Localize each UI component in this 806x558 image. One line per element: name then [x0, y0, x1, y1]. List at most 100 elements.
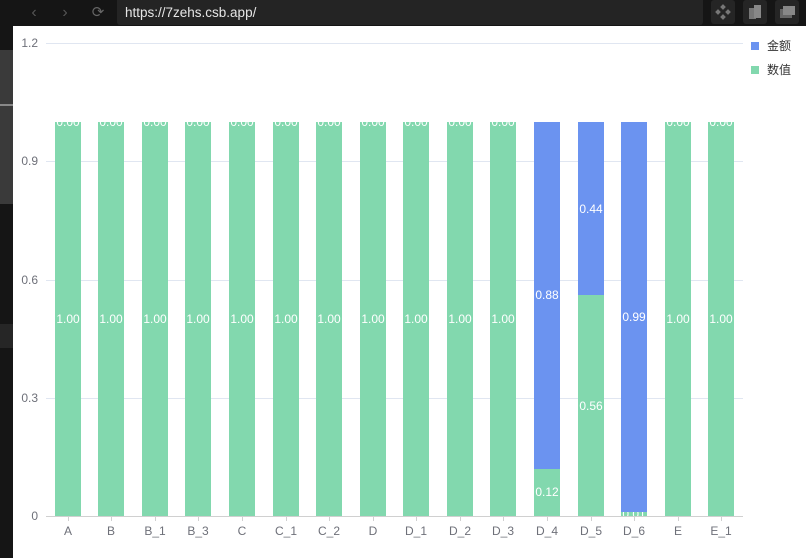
bar-segment[interactable]: [229, 121, 255, 516]
x-tick-label: B_3: [187, 524, 209, 538]
y-tick-label: 0.3: [21, 391, 38, 405]
gridline: [46, 398, 743, 399]
x-tick-mark: [286, 516, 287, 521]
x-tick-label: C_2: [317, 524, 340, 538]
x-tick-label: C: [237, 524, 247, 538]
url-text[interactable]: https://7zehs.csb.app/: [125, 5, 257, 20]
bar-value-label: 1.00: [317, 312, 341, 326]
bar-segment[interactable]: [621, 121, 647, 513]
bar-segment[interactable]: [578, 121, 604, 296]
bar-value-label: 1.00: [56, 312, 80, 326]
bar-value-label: 1.00: [143, 312, 167, 326]
bar-segment[interactable]: [665, 121, 691, 516]
split-view-icon[interactable]: [743, 0, 767, 24]
bar-value-label: 1.00: [491, 312, 515, 326]
bar-value-label: 0.00: [404, 115, 428, 129]
bar-value-label: 0.56: [579, 399, 603, 413]
bar-value-label: 0.99: [622, 310, 646, 324]
x-tick-label: C_1: [274, 524, 297, 538]
forward-icon[interactable]: ›: [62, 4, 68, 21]
side-panel-block: [0, 324, 13, 348]
x-tick-label: D_2: [448, 524, 471, 538]
x-tick-label: D_1: [404, 524, 427, 538]
bar-value-label: 1.00: [230, 312, 254, 326]
bar-segment[interactable]: [621, 512, 647, 516]
x-tick-label: E_1: [710, 524, 732, 538]
bar-value-label: 1.00: [404, 312, 428, 326]
bar-segment[interactable]: [534, 121, 560, 469]
gridline: [46, 280, 743, 281]
extensions-icon[interactable]: [711, 0, 735, 24]
x-tick-label: B: [106, 524, 115, 538]
bar-segment[interactable]: [447, 121, 473, 516]
side-panel-block: [0, 50, 13, 204]
reload-icon[interactable]: ⟳: [91, 4, 105, 21]
legend-swatch-value: [751, 65, 759, 74]
legend-item-value[interactable]: 数值: [751, 61, 791, 78]
windows-icon[interactable]: [775, 0, 799, 24]
y-tick-label: 0.9: [21, 154, 38, 168]
bar-segment[interactable]: [360, 121, 386, 516]
bar-segment[interactable]: [708, 121, 734, 516]
stacked-bar-chart: 0 0.3 0.6 0.9 1.2 1.00 0.00 1.00 0.00 1.00 0.00 1.…: [13, 26, 806, 558]
bar-value-label: 1.00: [99, 312, 123, 326]
bar-value-label: 0.00: [186, 115, 210, 129]
y-tick-label: 0.6: [21, 273, 38, 287]
bar-value-label: 0.00: [143, 115, 167, 129]
bar-value-label: 1.00: [666, 312, 690, 326]
side-panel-divider: [0, 104, 13, 106]
x-tick-label: D_4: [535, 524, 558, 538]
bar-value-label: 0.00: [274, 115, 298, 129]
bar-value-label: 0.00: [56, 115, 80, 129]
x-tick-label: B_1: [144, 524, 166, 538]
bar-value-label: 0.00: [361, 115, 385, 129]
x-tick-label: A: [63, 524, 72, 538]
bar-value-label: 1.00: [361, 312, 385, 326]
bar-segment[interactable]: [142, 121, 168, 516]
bar-value-label: 0.00: [666, 115, 690, 129]
gridline: [46, 43, 743, 44]
bar-segment[interactable]: [534, 468, 560, 516]
x-tick-mark: [634, 516, 635, 521]
bar-segment[interactable]: [273, 121, 299, 516]
bar-segment[interactable]: [403, 121, 429, 516]
bar-value-label: 0.88: [535, 288, 559, 302]
x-tick-mark: [591, 516, 592, 521]
bar-value-label: 1.00: [274, 312, 298, 326]
legend-swatch-amount: [751, 41, 759, 50]
bar-segment[interactable]: [490, 121, 516, 516]
bar-value-label: 0.00: [99, 115, 123, 129]
bar-segment[interactable]: [578, 295, 604, 516]
x-tick-mark: [416, 516, 417, 521]
gridline: [46, 161, 743, 162]
bar-segment[interactable]: [316, 121, 342, 516]
x-tick-mark: [721, 516, 722, 521]
side-panel-strip: [0, 26, 13, 558]
bar-segment[interactable]: [98, 121, 124, 516]
x-tick-mark: [503, 516, 504, 521]
legend-label: 金额: [767, 39, 792, 53]
x-tick-label: D_6: [622, 524, 645, 538]
browser-toolbar: ‹ › ⟳ https://7zehs.csb.app/: [0, 0, 806, 26]
back-icon[interactable]: ‹: [31, 4, 37, 21]
x-tick-mark: [68, 516, 69, 521]
x-tick-mark: [678, 516, 679, 521]
x-tick-label: E: [673, 524, 682, 538]
x-tick-label: D_5: [579, 524, 602, 538]
x-tick-mark: [111, 516, 112, 521]
x-tick-mark: [198, 516, 199, 521]
bar-value-label: 0.12: [535, 485, 559, 499]
address-bar[interactable]: https://7zehs.csb.app/: [117, 0, 703, 25]
x-tick-label: D_3: [491, 524, 514, 538]
bar-value-label: 0.00: [448, 115, 472, 129]
x-axis-line: [46, 516, 743, 517]
bar-segment[interactable]: [185, 121, 211, 516]
bar-value-label: 1.00: [448, 312, 472, 326]
x-tick-mark: [547, 516, 548, 521]
bar-value-label: 1.00: [709, 312, 733, 326]
bar-segment[interactable]: [55, 121, 81, 516]
legend-item-amount[interactable]: 金额: [751, 37, 791, 54]
bar-value-label: 0.00: [709, 115, 733, 129]
x-tick-mark: [460, 516, 461, 521]
bar-value-label: 0.00: [230, 115, 254, 129]
